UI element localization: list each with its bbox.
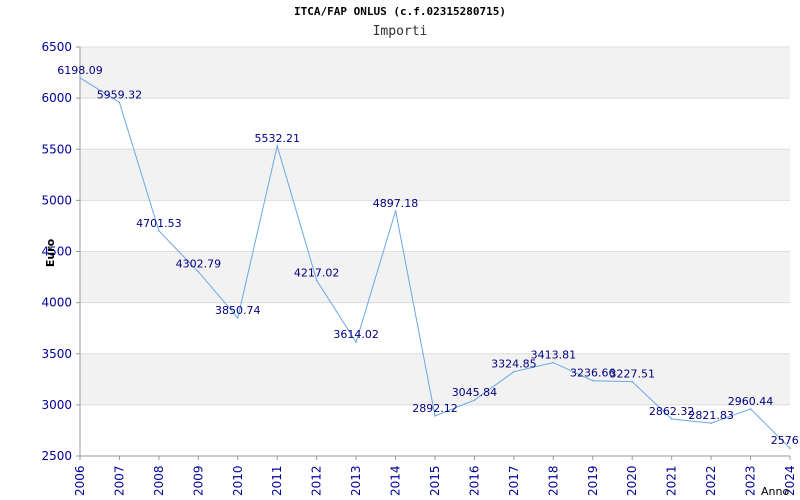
x-tick-label: 2015 [428,465,442,496]
x-tick-label: 2023 [744,465,758,496]
grid-lines [80,46,790,457]
x-tick-label: 2017 [507,465,521,496]
background-band [80,251,790,303]
x-tick-label: 2011 [270,465,284,496]
data-label: 3850.74 [215,304,261,317]
data-point [355,341,357,343]
x-tick-label: 2013 [349,465,363,496]
x-tick-label: 2024 [783,465,797,496]
data-label: 2892.12 [412,402,458,415]
x-tick-label: 2018 [546,465,560,496]
data-label: 6198.09 [57,64,103,77]
data-label: 2862.32 [649,405,695,418]
chart-title: ITCA/FAP ONLUS (c.f.02315280715) [294,5,506,18]
background-bands [80,47,790,405]
x-tick-label: 2016 [467,465,481,496]
data-point [513,370,515,373]
background-band [80,47,790,99]
x-tick-labels: 2006 2007 2008 2009 2010 2011 2012 2013 2014 2015… [73,465,797,496]
data-label: 3045.84 [452,386,498,399]
data-label: 2576.1 [771,434,800,447]
data-label: 3324.85 [491,358,537,371]
y-tick-label: 3000 [41,398,72,412]
data-point [670,418,673,420]
x-tick-label: 2008 [152,465,166,496]
x-tick-label: 2006 [73,465,87,496]
background-band [80,353,790,405]
data-label: 5532.21 [254,132,300,145]
data-point [394,210,397,212]
background-band [80,149,790,201]
x-tick-label: 2022 [704,465,718,496]
data-label: 4302.79 [176,258,222,271]
y-tick-label: 6500 [41,40,72,54]
data-labels: 6198.09 5959.32 4701.53 4302.79 3850.74 5532.… [57,64,800,447]
data-label: 5959.32 [97,88,143,101]
y-tick-label: 5000 [41,193,72,207]
y-tick-label: 6000 [41,91,72,105]
chart-subtitle: Importi [372,24,428,39]
y-axis-label: Euro [44,238,57,267]
data-point [710,422,712,424]
data-point [158,230,160,232]
data-point [118,101,121,104]
data-label: 2821.83 [688,409,734,422]
data-label: 4897.18 [373,197,419,210]
y-tick-label: 4500 [41,245,72,259]
x-tick-label: 2009 [191,465,205,496]
data-label: 2960.44 [728,395,774,408]
axes [76,46,791,460]
series-group [79,77,791,450]
x-tick-label: 2010 [231,465,245,496]
data-label: 3236.66 [570,367,616,380]
data-point [591,379,594,382]
x-axis-label: Anno [761,485,789,498]
data-label: 4701.53 [136,217,182,230]
x-tick-label: 2007 [112,465,126,496]
data-point [789,447,791,450]
data-point [434,415,436,417]
data-point [631,380,634,383]
y-tick-label: 3500 [41,347,72,361]
data-label: 3413.81 [531,349,577,362]
x-tick-label: 2019 [586,465,600,496]
x-tick-label: 2021 [665,465,679,496]
data-point [197,270,200,273]
x-tick-label: 2012 [310,465,324,496]
y-tick-labels: 2500 3000 3500 4000 4500 5000 5500 6000 6500 [41,40,72,463]
data-point [552,361,555,364]
data-label: 3227.51 [609,368,655,381]
data-point [236,317,239,319]
data-point [473,399,476,401]
data-point [79,77,81,79]
data-point [276,145,279,147]
data-point [749,408,752,410]
x-tick-label: 2020 [625,465,639,496]
data-point [315,279,318,282]
data-label: 4217.02 [294,266,340,279]
x-tick-label: 2014 [389,465,403,496]
y-tick-label: 2500 [41,449,72,463]
y-tick-label: 4000 [41,296,72,310]
y-tick-label: 5500 [41,142,72,156]
data-label: 3614.02 [333,328,379,341]
